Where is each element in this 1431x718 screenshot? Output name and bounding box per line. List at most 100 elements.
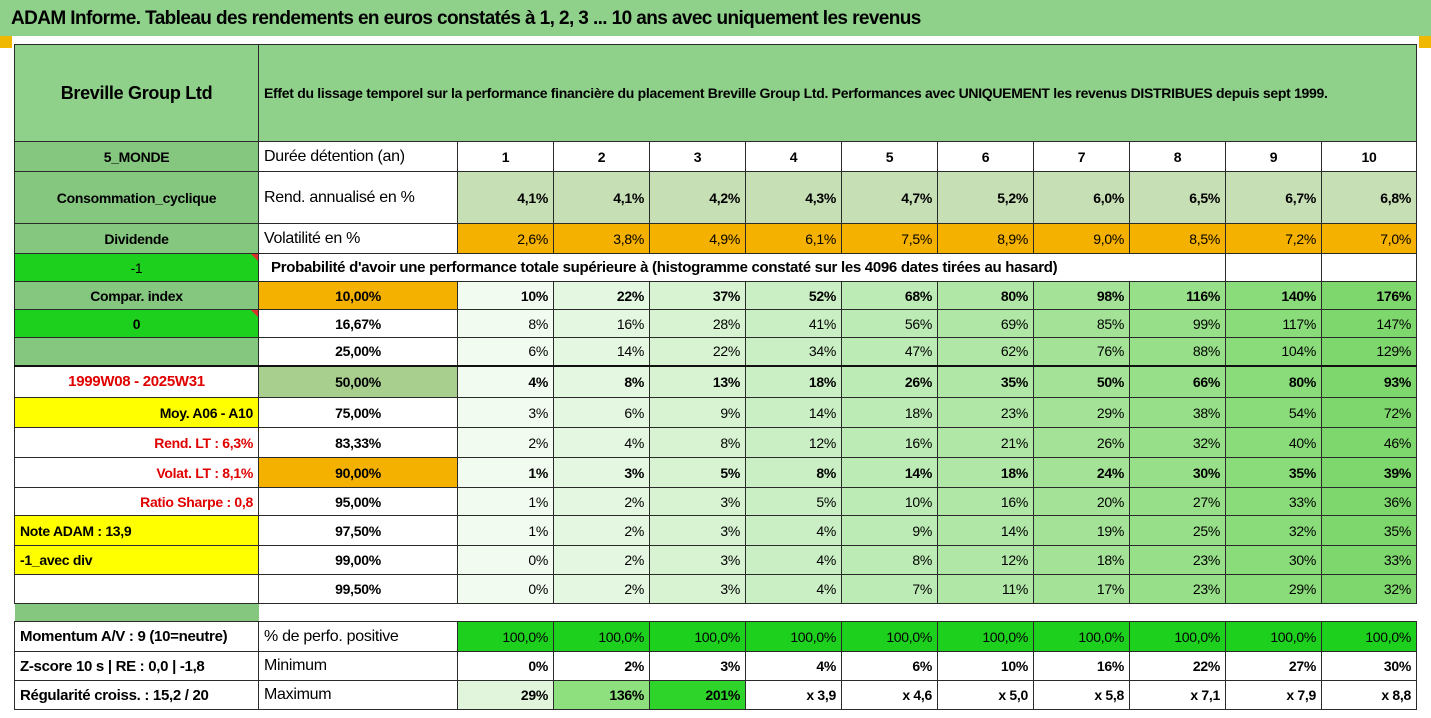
probability-value: 8% — [841, 545, 938, 575]
probability-value: 14% — [745, 397, 842, 428]
probability-value: 72% — [1321, 397, 1417, 428]
compar-index-label: Compar. index — [14, 281, 259, 310]
positive-value: 100,0% — [649, 621, 746, 652]
minimum-row: Z-score 10 s | RE : 0,0 | -1,8 Minimum 0% 2… — [14, 651, 1417, 681]
probability-threshold: 75,00% — [258, 397, 458, 428]
maximum-value: 136% — [553, 680, 650, 710]
rend-value: 4,2% — [649, 171, 746, 224]
probability-value: 39% — [1321, 457, 1417, 488]
minimum-value: 30% — [1321, 651, 1417, 681]
year-header: 10 — [1321, 141, 1417, 172]
maximum-value: 29% — [457, 680, 554, 710]
minimum-value: 27% — [1225, 651, 1322, 681]
probability-value: 37% — [649, 281, 746, 310]
probability-value: 4% — [745, 545, 842, 575]
period-label: 1999W08 - 2025W31 — [14, 364, 259, 398]
proba-row: 1999W08 - 2025W31 50,00% 4% 8% 13% 18% 26% 35% 5… — [14, 364, 1417, 398]
probability-value: 80% — [937, 281, 1034, 310]
probability-value: 30% — [1129, 457, 1226, 488]
probability-value: 21% — [937, 427, 1034, 458]
probability-value: 116% — [1129, 281, 1226, 310]
probability-value: 29% — [1033, 397, 1130, 428]
maximum-row: Régularité croiss. : 15,2 / 20 Maximum 29%… — [14, 680, 1417, 710]
probability-threshold: 10,00% — [258, 281, 458, 310]
probability-value: 23% — [1129, 545, 1226, 575]
rend-value: 4,7% — [841, 171, 938, 224]
volat-value: 7,2% — [1225, 223, 1322, 254]
probability-value: 18% — [1033, 545, 1130, 575]
volat-value: 9,0% — [1033, 223, 1130, 254]
probability-value: 35% — [1321, 515, 1417, 546]
rend-value: 6,5% — [1129, 171, 1226, 224]
maximum-value: 201% — [649, 680, 746, 710]
probability-value: 54% — [1225, 397, 1322, 428]
year-header: 8 — [1129, 141, 1226, 172]
probability-value: 23% — [937, 397, 1034, 428]
probability-value: 20% — [1033, 487, 1130, 516]
probability-value: 3% — [649, 487, 746, 516]
probability-value: 2% — [553, 545, 650, 575]
year-header: 2 — [553, 141, 650, 172]
probability-value: 7% — [841, 574, 938, 604]
separator-cell — [746, 604, 842, 622]
separator-cell — [842, 604, 938, 622]
rend-row: Consommation_cyclique Rend. annualisé en … — [14, 171, 1417, 224]
maximum-value: x 7,1 — [1129, 680, 1226, 710]
probability-value: 1% — [457, 487, 554, 516]
rend-value: 6,0% — [1033, 171, 1130, 224]
probability-value: 88% — [1129, 337, 1226, 366]
rend-lt-label: Rend. LT : 6,3% — [14, 427, 259, 458]
probability-threshold: 99,00% — [258, 545, 458, 575]
moy-label: Moy. A06 - A10 — [14, 397, 259, 428]
proba-row: 25,00% 6% 14% 22% 34% 47% 62% 76% 88% 104% 129% — [14, 337, 1417, 366]
rend-value: 4,1% — [553, 171, 650, 224]
year-header: 9 — [1225, 141, 1322, 172]
year-header: 1 — [457, 141, 554, 172]
probability-value: 2% — [553, 574, 650, 604]
probability-value: 35% — [1225, 457, 1322, 488]
probability-value: 34% — [745, 337, 842, 366]
proba-row: -1_avec div 99,00% 0% 2% 3% 4% 8% 12% 18% 23% 30% 3… — [14, 545, 1417, 575]
probability-value: 3% — [649, 574, 746, 604]
rend-value: 5,2% — [937, 171, 1034, 224]
duration-label: Durée détention (an) — [258, 141, 458, 172]
volat-lt-label: Volat. LT : 8,1% — [14, 457, 259, 488]
header-row: Breville Group Ltd Effet du lissage tempo… — [14, 44, 1417, 142]
note-label: Note ADAM : 13,9 — [14, 515, 259, 546]
probability-value: 40% — [1225, 427, 1322, 458]
probability-value: 17% — [1033, 574, 1130, 604]
maximum-value: x 5,8 — [1033, 680, 1130, 710]
probability-value: 32% — [1225, 515, 1322, 546]
probability-threshold: 25,00% — [258, 337, 458, 366]
minimum-value: 2% — [553, 651, 650, 681]
probability-value: 176% — [1321, 281, 1417, 310]
returns-table: Breville Group Ltd Effet du lissage tempo… — [14, 44, 1417, 710]
positive-value: 100,0% — [1129, 621, 1226, 652]
probability-value: 2% — [553, 515, 650, 546]
corner-marker-left — [0, 36, 12, 48]
report-banner-title: ADAM Informe. Tableau des rendements en … — [0, 0, 1431, 36]
probability-value: 16% — [841, 427, 938, 458]
probability-value: 12% — [937, 545, 1034, 575]
duration-row: 5_MONDE Durée détention (an) 1 2 3 4 5 6 7 8 9 10 — [14, 141, 1417, 172]
probability-value: 4% — [745, 515, 842, 546]
proba-row: Moy. A06 - A10 75,00% 3% 6% 9% 14% 18% 23% 29% 38… — [14, 397, 1417, 428]
probability-value: 35% — [937, 364, 1034, 398]
regularite-label: Régularité croiss. : 15,2 / 20 — [14, 680, 259, 710]
probability-value: 2% — [553, 487, 650, 516]
zscore-label: Z-score 10 s | RE : 0,0 | -1,8 — [14, 651, 259, 681]
separator-cell — [1226, 604, 1322, 622]
volat-value: 7,0% — [1321, 223, 1417, 254]
rend-value: 4,1% — [457, 171, 554, 224]
probability-value: 8% — [745, 457, 842, 488]
probability-value: 11% — [937, 574, 1034, 604]
probability-value: 66% — [1129, 364, 1226, 398]
proba-row: 0 16,67% 8% 16% 28% 41% 56% 69% 85% 99% 117% 147% — [14, 309, 1417, 338]
separator-cell — [1322, 604, 1417, 622]
separator-cell — [458, 604, 554, 622]
minimum-value: 6% — [841, 651, 938, 681]
empty-cell — [1321, 253, 1417, 282]
volat-value: 8,5% — [1129, 223, 1226, 254]
probability-value: 3% — [649, 545, 746, 575]
probability-value: 22% — [553, 281, 650, 310]
